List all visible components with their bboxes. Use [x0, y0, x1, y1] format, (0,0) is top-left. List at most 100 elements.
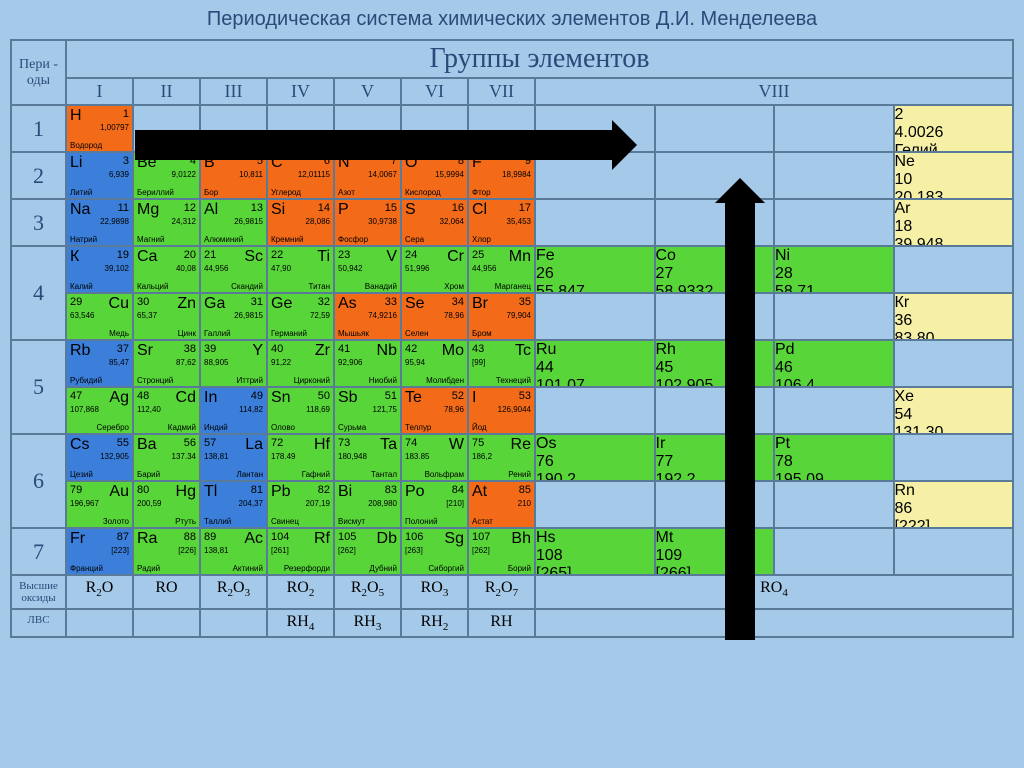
element-name: Рений: [508, 470, 531, 479]
element-number: 73: [338, 437, 350, 449]
element-mass: 20,183: [895, 189, 1013, 199]
element-cell: Rn86[222]Радон: [894, 481, 1014, 528]
element-number: 34: [452, 296, 464, 308]
element-symbol: Pb: [271, 483, 291, 501]
element-name: Кальций: [137, 282, 168, 291]
element-symbol: Re: [511, 436, 531, 454]
element-cell: Ni2858,71Никель: [774, 246, 894, 293]
element-number: 52: [452, 390, 464, 402]
period-number: 1: [11, 105, 66, 152]
element-mass: 118,69: [306, 405, 330, 414]
element-number: 77: [656, 453, 774, 471]
element-mass: 15,9994: [435, 170, 464, 179]
element-mass: 58,9332: [656, 283, 774, 293]
element-mass: 126,9044: [498, 405, 531, 414]
oxides-label: Высшие оксиды: [11, 575, 66, 609]
element-number: 76: [536, 453, 654, 471]
element-name: Марганец: [495, 282, 531, 291]
element-symbol: Db: [377, 530, 397, 548]
element-mass: 1,00797: [100, 123, 129, 132]
element-mass: 44,956: [204, 264, 228, 273]
element-number: 21: [204, 249, 216, 261]
element-name: Лантан: [236, 470, 263, 479]
element-mass: 95,94: [405, 358, 425, 367]
element-mass: [226]: [178, 546, 196, 555]
element-name: Олово: [271, 423, 295, 432]
element-number: 22: [271, 249, 283, 261]
element-symbol: Nb: [377, 342, 397, 360]
element-cell: [535, 199, 655, 246]
element-cell: Co2758,9332Кобальт: [655, 246, 775, 293]
element-name: Висмут: [338, 517, 365, 526]
element-number: 81: [251, 484, 263, 496]
element-name: Полоний: [405, 517, 438, 526]
element-name: Резерфорди: [284, 564, 330, 573]
element-cell: Fr87[223]Франций: [66, 528, 133, 575]
group-label: I: [66, 78, 133, 105]
element-mass: 79,904: [507, 311, 531, 320]
lvs-cell: RH: [468, 609, 535, 637]
element-cell: Mo4295,94Молибден: [401, 340, 468, 387]
element-name: Тантал: [371, 470, 397, 479]
element-number: 46: [775, 359, 893, 377]
element-mass: 132,905: [100, 452, 129, 461]
element-mass: [223]: [111, 546, 129, 555]
element-symbol: Te: [405, 389, 422, 407]
element-mass: 78,96: [444, 311, 464, 320]
element-symbol: Mt: [656, 529, 774, 547]
element-number: 42: [405, 343, 417, 355]
element-mass: 18,9984: [502, 170, 531, 179]
element-cell: Na1122,9898Натрий: [66, 199, 133, 246]
element-symbol: Ba: [137, 436, 157, 454]
element-cell: К1939,102Калий: [66, 246, 133, 293]
element-cell: Te5278,96Теллур: [401, 387, 468, 434]
element-number: 51: [385, 390, 397, 402]
element-mass: 4.0026: [895, 124, 1013, 142]
group-label: V: [334, 78, 401, 105]
element-mass: 88,905: [204, 358, 228, 367]
element-symbol: Rh: [656, 341, 774, 359]
element-symbol: Ni: [775, 247, 893, 265]
element-name: Титан: [309, 282, 330, 291]
element-symbol: Rn: [895, 482, 1013, 500]
element-name: Таллий: [204, 517, 231, 526]
element-name: Свинец: [271, 517, 299, 526]
element-symbol: Mg: [137, 201, 159, 219]
element-cell: Cu2963,546Медь: [66, 293, 133, 340]
element-cell: [774, 199, 894, 246]
oxide-cell: R2O3: [200, 575, 267, 609]
element-name: Иттрий: [237, 376, 263, 385]
element-number: 105: [338, 531, 356, 543]
element-symbol: Кr: [895, 294, 1013, 312]
element-mass: 35,453: [507, 217, 531, 226]
element-cell: Au79196,967Золото: [66, 481, 133, 528]
element-number: 19: [117, 249, 129, 261]
element-number: 45: [656, 359, 774, 377]
element-number: 54: [895, 406, 1013, 424]
element-cell: Fe2655,847Железо: [535, 246, 655, 293]
element-mass: 178.49: [271, 452, 295, 461]
element-mass: 207,19: [306, 499, 330, 508]
element-number: 56: [184, 437, 196, 449]
element-name: Мышьяк: [338, 329, 369, 338]
element-number: 82: [318, 484, 330, 496]
group-label: II: [133, 78, 200, 105]
element-mass: 190,2: [536, 471, 654, 481]
page-title: Периодическая система химических элемент…: [0, 0, 1024, 39]
element-cell: [535, 293, 655, 340]
element-symbol: Pd: [775, 341, 893, 359]
period-row: 5Rb3785,47РубидийSr3887,62СтронцийY3988,…: [11, 340, 1013, 434]
element-cell: Ru44101,07Рутений: [535, 340, 655, 387]
element-cell: Rh45102,905Родий: [655, 340, 775, 387]
element-cell: Ar1839,948Аргон: [894, 199, 1014, 246]
element-cell: [774, 293, 894, 340]
element-cell: Bh107[262]Борий: [468, 528, 535, 575]
element-symbol: I: [472, 389, 476, 407]
element-mass: [262]: [472, 546, 490, 555]
element-symbol: Si: [271, 201, 285, 219]
element-mass: 26,9815: [234, 217, 263, 226]
oxide-cell: RO2: [267, 575, 334, 609]
element-number: 89: [204, 531, 216, 543]
element-mass: 40,08: [176, 264, 196, 273]
oxide-cell: RO3: [401, 575, 468, 609]
